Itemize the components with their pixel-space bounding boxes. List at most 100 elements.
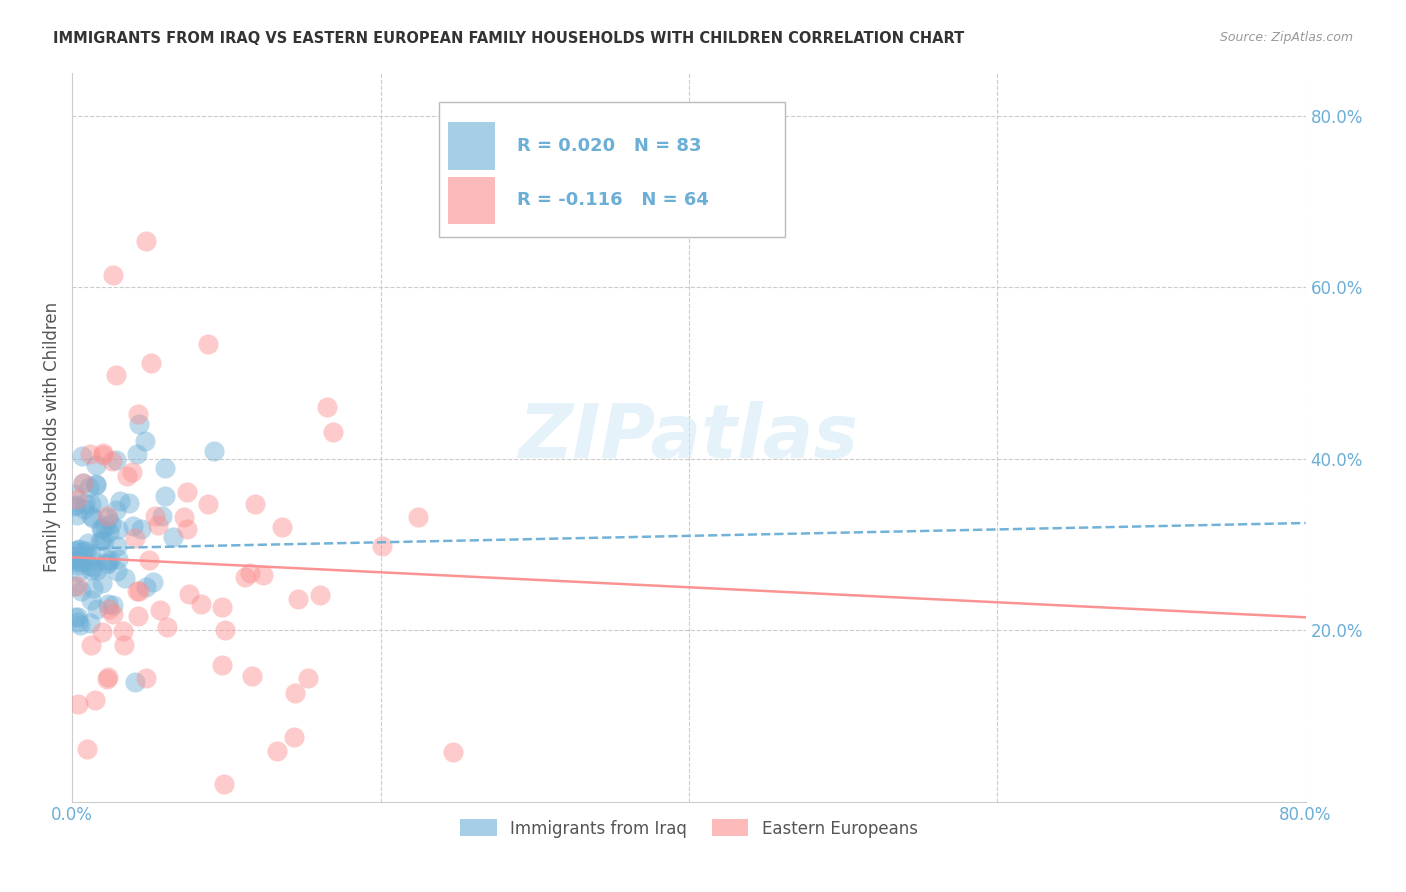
- Point: [97, 597, 120, 611]
- Point: [90, 522, 112, 536]
- Point: [115, 469, 138, 483]
- Point: [211, 599, 233, 614]
- Point: [97, 670, 120, 684]
- Point: [66, 508, 89, 523]
- Point: [152, 509, 174, 524]
- Point: [105, 368, 128, 382]
- Bar: [449, 177, 495, 224]
- Point: [96, 556, 118, 570]
- Point: [316, 400, 339, 414]
- Point: [441, 745, 464, 759]
- Point: [79, 616, 101, 631]
- Point: [127, 608, 149, 623]
- Point: [190, 598, 212, 612]
- Point: [322, 425, 344, 439]
- Point: [91, 446, 114, 460]
- Point: [145, 508, 167, 523]
- Bar: [449, 122, 495, 169]
- Point: [101, 453, 124, 467]
- Point: [80, 563, 103, 577]
- Point: [122, 519, 145, 533]
- Point: [69, 583, 91, 598]
- Point: [108, 494, 131, 508]
- Point: [197, 337, 219, 351]
- Point: [90, 533, 112, 548]
- Point: [96, 672, 118, 686]
- Point: [104, 503, 127, 517]
- Point: [309, 588, 332, 602]
- Point: [70, 449, 93, 463]
- Point: [107, 523, 129, 537]
- Point: [212, 777, 235, 791]
- Point: [112, 639, 135, 653]
- Point: [127, 447, 149, 461]
- Text: R = 0.020   N = 83: R = 0.020 N = 83: [517, 136, 702, 155]
- Point: [80, 553, 103, 567]
- Point: [371, 540, 394, 554]
- Point: [93, 448, 115, 462]
- Point: [101, 607, 124, 622]
- Point: [135, 671, 157, 685]
- Point: [266, 744, 288, 758]
- Point: [66, 698, 89, 712]
- Point: [134, 434, 156, 448]
- Point: [97, 524, 120, 539]
- Point: [156, 620, 179, 634]
- Text: Source: ZipAtlas.com: Source: ZipAtlas.com: [1219, 31, 1353, 45]
- Point: [80, 547, 103, 561]
- Point: [284, 686, 307, 700]
- Point: [69, 555, 91, 569]
- Point: [77, 536, 100, 550]
- Point: [67, 554, 90, 568]
- Point: [121, 465, 143, 479]
- Point: [139, 355, 162, 369]
- Point: [84, 477, 107, 491]
- Point: [135, 580, 157, 594]
- Point: [84, 458, 107, 472]
- Point: [66, 610, 89, 624]
- Point: [138, 553, 160, 567]
- Point: [82, 582, 104, 596]
- Point: [96, 557, 118, 571]
- Point: [82, 560, 104, 574]
- Point: [105, 564, 128, 578]
- Point: [65, 610, 87, 624]
- Point: [84, 693, 107, 707]
- Point: [79, 447, 101, 461]
- Point: [90, 521, 112, 535]
- Point: [239, 566, 262, 581]
- Point: [153, 490, 176, 504]
- Point: [96, 553, 118, 567]
- Point: [75, 544, 97, 558]
- Point: [82, 511, 104, 525]
- Point: [100, 553, 122, 567]
- Point: [149, 603, 172, 617]
- Point: [101, 268, 124, 282]
- Point: [67, 541, 90, 556]
- Point: [90, 576, 112, 591]
- Point: [118, 496, 141, 510]
- Point: [128, 584, 150, 599]
- Point: [104, 453, 127, 467]
- Point: [245, 497, 267, 511]
- Point: [128, 417, 150, 431]
- Point: [72, 550, 94, 565]
- Point: [87, 496, 110, 510]
- Point: [66, 579, 89, 593]
- Text: IMMIGRANTS FROM IRAQ VS EASTERN EUROPEAN FAMILY HOUSEHOLDS WITH CHILDREN CORRELA: IMMIGRANTS FROM IRAQ VS EASTERN EUROPEAN…: [53, 31, 965, 46]
- Point: [62, 487, 84, 501]
- Point: [111, 624, 134, 639]
- Point: [66, 491, 89, 506]
- Point: [93, 518, 115, 533]
- Point: [62, 554, 84, 568]
- Point: [66, 558, 89, 573]
- Point: [89, 533, 111, 548]
- Point: [129, 522, 152, 536]
- Point: [153, 461, 176, 475]
- Point: [101, 599, 124, 613]
- Point: [66, 552, 89, 566]
- Point: [63, 543, 86, 558]
- Point: [80, 508, 103, 523]
- Point: [73, 502, 96, 516]
- Point: [66, 542, 89, 557]
